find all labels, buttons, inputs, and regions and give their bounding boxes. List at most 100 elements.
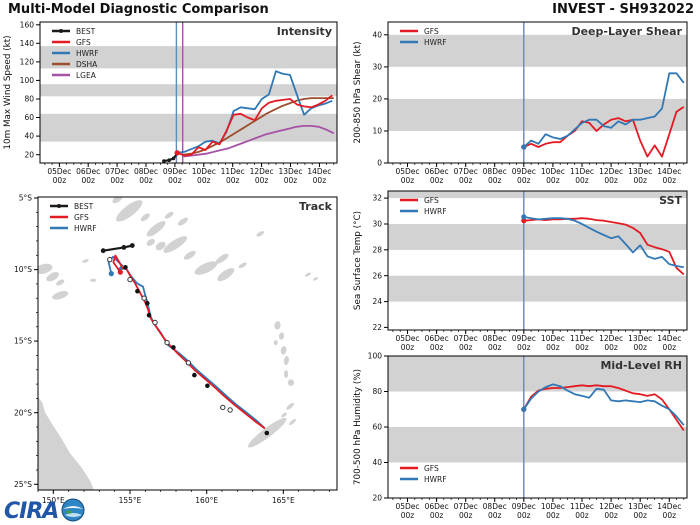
- rh-chart: 05Dec00z06Dec00z07Dec00z08Dec00z09Dec00z…: [353, 352, 688, 520]
- x-tick-label: 00z: [459, 176, 473, 185]
- panel-label: SST: [659, 194, 682, 207]
- category-band: [388, 98, 687, 131]
- track-marker-00z: [205, 383, 210, 389]
- x-tick-label: 12Dec: [599, 167, 623, 176]
- y-axis-title: 10m Max Wind Speed (kt): [3, 35, 13, 149]
- x-tick-label: 13Dec: [628, 167, 652, 176]
- x-tick-label: 00z: [546, 176, 560, 185]
- y-tick-label: 25°S: [14, 480, 32, 489]
- x-axis: 05Dec00z06Dec00z07Dec00z08Dec00z09Dec00z…: [44, 163, 335, 185]
- plot-frame: [387, 190, 688, 331]
- x-tick-label: 08Dec: [483, 167, 507, 176]
- sst-panel: 05Dec 00z 06Dec 00z 07Dec 00z 08Dec 00z 09Dec 00z…: [350, 186, 698, 351]
- x-tick-label: 11Dec: [221, 167, 245, 176]
- x-tick-label: 06Dec: [425, 502, 449, 511]
- legend-label-gfs: GFS: [74, 213, 89, 222]
- category-band: [388, 34, 687, 67]
- globe-icon: [61, 498, 85, 522]
- y-axis: 5°S 10°S 15°S 20°S 25°S: [14, 194, 38, 489]
- track-marker-12z: [227, 407, 233, 413]
- x-tick-label: 165°E: [272, 496, 295, 505]
- category-band: [388, 427, 687, 463]
- x-tick-label: 00z: [546, 343, 560, 351]
- track-best-line: [103, 244, 133, 252]
- x-tick-label: 150°E: [42, 496, 65, 505]
- series-gfs-start-dot: [174, 150, 180, 156]
- y-tick-label: 28: [372, 245, 382, 254]
- x-tick-label: 00z: [401, 176, 415, 185]
- x-tick-label: 00z: [633, 176, 647, 185]
- panel-label: Deep-Layer Shear: [571, 25, 682, 38]
- series-gfs-line: [523, 384, 685, 432]
- x-tick-label: 14Dec: [307, 167, 331, 176]
- x-tick-label: 00z: [197, 176, 211, 185]
- track-best-dot: [100, 248, 106, 254]
- y-tick-label: 20: [372, 95, 382, 104]
- land-shapes: [38, 197, 319, 490]
- series-hwrf-start-dot: [521, 406, 527, 412]
- series-best-dot: [171, 156, 176, 161]
- legend-label-gfs: GFS: [424, 464, 439, 473]
- x-tick-label: 11Dec: [570, 334, 594, 343]
- legend-label-hwrf: HWRF: [76, 49, 99, 58]
- y-tick-label: 120: [20, 58, 35, 67]
- x-tick-label: 00z: [313, 176, 327, 185]
- legend-label-gfs: GFS: [424, 196, 439, 205]
- y-axis: 0 10 20 30 40: [372, 30, 388, 168]
- intensity-panel: 05Dec 00z 06Dec 00z 07Dec 00z 08Dec 00z 09Dec 00z…: [0, 13, 348, 190]
- x-tick-label: 05Dec: [395, 334, 419, 343]
- x-tick-label: 09Dec: [512, 167, 536, 176]
- x-tick-label: 14Dec: [657, 167, 681, 176]
- track-hwrf-line: [107, 255, 265, 429]
- track-map: 150°E 155°E 160°E 165°E 5°S 10°S 15°S 20°S 25°S T…: [14, 194, 338, 505]
- y-tick-label: 30: [372, 63, 382, 72]
- y-tick-label: 40: [372, 30, 382, 39]
- x-tick-label: 08Dec: [134, 167, 158, 176]
- track-marker-00z: [171, 345, 176, 350]
- x-tick-label: 00z: [517, 511, 531, 520]
- y-tick-label: 24: [372, 297, 382, 306]
- x-tick-label: 05Dec: [47, 167, 71, 176]
- y-tick-label: 20: [372, 494, 382, 503]
- y-tick-label: 22: [372, 323, 382, 332]
- series-best-dot: [162, 159, 166, 163]
- series-gfs-line: [523, 106, 685, 158]
- x-tick-label: 08Dec: [483, 334, 507, 343]
- x-tick-label: 10Dec: [541, 502, 565, 511]
- x-tick-label: 06Dec: [425, 167, 449, 176]
- track-marker-12z: [185, 360, 192, 366]
- x-tick-label: 00z: [139, 176, 153, 185]
- series-hwrf-start-dot: [521, 214, 527, 220]
- mid-level-rh-panel: 05Dec 00z 06Dec 00z 07Dec 00z 08Dec 00z 09Dec 00z…: [350, 351, 698, 525]
- sst-chart: 05Dec00z06Dec00z07Dec00z08Dec00z09Dec00z…: [353, 190, 688, 351]
- x-tick-label: 00z: [401, 511, 415, 520]
- series-lgea-line: [183, 125, 335, 158]
- y-tick-label: 60: [372, 423, 382, 432]
- x-tick-label: 05Dec: [395, 502, 419, 511]
- x-tick-label: 08Dec: [483, 502, 507, 511]
- track-hwrf-start-dot: [108, 271, 114, 277]
- x-tick-label: 00z: [110, 176, 124, 185]
- track-marker-12z: [152, 319, 158, 326]
- category-band: [40, 84, 337, 97]
- plot-frame: [39, 21, 338, 164]
- series-hwrf-line: [523, 383, 685, 426]
- y-tick-label: 5°S: [19, 194, 33, 203]
- y-tick-label: 60: [24, 113, 34, 122]
- x-axis: 05Dec00z06Dec00z07Dec00z08Dec00z09Dec00z…: [392, 163, 685, 185]
- legend: GFS HWRF: [400, 196, 447, 216]
- legend-label-hwrf: HWRF: [424, 207, 447, 216]
- series-hwrf-line: [523, 72, 685, 148]
- legend-label-gfs: GFS: [76, 38, 91, 47]
- x-tick-label: 00z: [604, 511, 618, 520]
- x-tick-label: 00z: [81, 176, 95, 185]
- x-axis: 150°E 155°E 160°E 165°E: [37, 490, 330, 505]
- legend-label-hwrf: HWRF: [424, 38, 447, 47]
- x-tick-label: 12Dec: [599, 502, 623, 511]
- x-axis: 05Dec00z06Dec00z07Dec00z08Dec00z09Dec00z…: [392, 498, 685, 520]
- track-best-dot: [129, 243, 135, 248]
- x-tick-label: 00z: [663, 176, 677, 185]
- x-tick-label: 05Dec: [395, 167, 419, 176]
- panel-label: Track: [299, 200, 333, 213]
